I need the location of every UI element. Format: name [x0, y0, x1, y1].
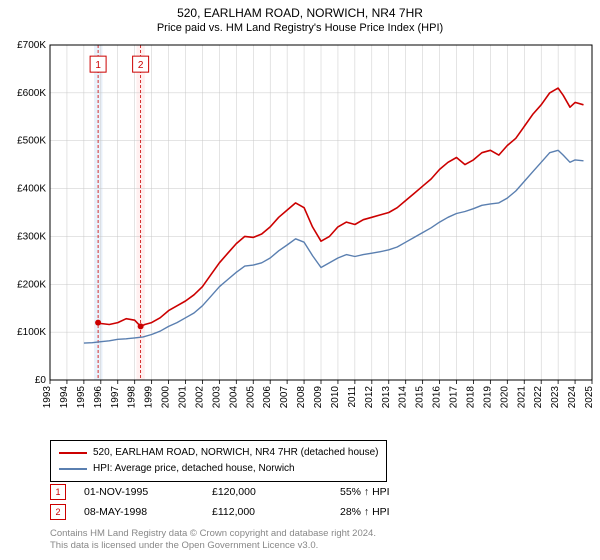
svg-text:2018: 2018 — [465, 386, 476, 409]
footer-line-1: Contains HM Land Registry data © Crown c… — [50, 528, 376, 540]
legend-swatch — [59, 468, 87, 470]
event-price: £112,000 — [212, 506, 322, 518]
chart-svg: 1 2 £0 £100K £200K £300K £400K £500K £600K £700K 1… — [0, 40, 600, 430]
svg-text:2016: 2016 — [432, 386, 443, 409]
svg-text:2005: 2005 — [245, 386, 256, 409]
svg-text:2006: 2006 — [262, 386, 273, 409]
event-row: 1 01-NOV-1995 £120,000 55% ↑ HPI — [50, 484, 450, 500]
svg-text:2024: 2024 — [567, 386, 578, 409]
svg-text:2012: 2012 — [364, 386, 375, 409]
event-date: 08-MAY-1998 — [84, 506, 194, 518]
event-vs-hpi: 28% ↑ HPI — [340, 506, 450, 518]
svg-text:1997: 1997 — [110, 386, 121, 409]
svg-text:1995: 1995 — [76, 386, 87, 409]
svg-text:2000: 2000 — [161, 386, 172, 409]
svg-text:2017: 2017 — [449, 386, 460, 409]
svg-text:1998: 1998 — [127, 386, 138, 409]
chart-container: 520, EARLHAM ROAD, NORWICH, NR4 7HR Pric… — [0, 0, 600, 560]
svg-text:2013: 2013 — [381, 386, 392, 409]
svg-text:2009: 2009 — [313, 386, 324, 409]
svg-text:1996: 1996 — [93, 386, 104, 409]
svg-text:1994: 1994 — [59, 386, 70, 409]
event-marker: 2 — [50, 504, 66, 520]
svg-text:£300K: £300K — [17, 231, 46, 242]
svg-text:2022: 2022 — [533, 386, 544, 409]
event-row: 2 08-MAY-1998 £112,000 28% ↑ HPI — [50, 504, 450, 520]
footer-note: Contains HM Land Registry data © Crown c… — [50, 528, 376, 553]
chart-subtitle: Price paid vs. HM Land Registry's House … — [0, 20, 600, 34]
svg-text:2019: 2019 — [482, 386, 493, 409]
svg-text:1999: 1999 — [144, 386, 155, 409]
event-marker: 1 — [50, 484, 66, 500]
event-table: 1 01-NOV-1995 £120,000 55% ↑ HPI 2 08-MAY-199… — [50, 484, 450, 524]
svg-text:2014: 2014 — [398, 386, 409, 409]
legend-row: 520, EARLHAM ROAD, NORWICH, NR4 7HR (det… — [59, 445, 378, 461]
svg-text:2011: 2011 — [347, 386, 358, 408]
svg-text:2007: 2007 — [279, 386, 290, 409]
legend-row: HPI: Average price, detached house, Norw… — [59, 461, 378, 477]
svg-text:£700K: £700K — [17, 40, 46, 51]
legend-swatch — [59, 452, 87, 454]
event-price: £120,000 — [212, 486, 322, 498]
svg-text:2025: 2025 — [584, 386, 595, 409]
svg-text:2004: 2004 — [228, 386, 239, 409]
svg-text:£100K: £100K — [17, 327, 46, 338]
legend-label: 520, EARLHAM ROAD, NORWICH, NR4 7HR (det… — [93, 445, 378, 461]
svg-text:2020: 2020 — [499, 386, 510, 409]
svg-text:1993: 1993 — [42, 386, 53, 409]
chart-plot-area: 1 2 £0 £100K £200K £300K £400K £500K £600K £700K 1… — [0, 40, 600, 430]
svg-text:2: 2 — [138, 60, 144, 71]
svg-text:2001: 2001 — [178, 386, 189, 409]
svg-text:2008: 2008 — [296, 386, 307, 409]
svg-text:£200K: £200K — [17, 279, 46, 290]
legend: 520, EARLHAM ROAD, NORWICH, NR4 7HR (det… — [50, 440, 387, 482]
svg-text:2023: 2023 — [550, 386, 561, 409]
chart-title: 520, EARLHAM ROAD, NORWICH, NR4 7HR — [0, 0, 600, 20]
svg-text:2003: 2003 — [211, 386, 222, 409]
event-date: 01-NOV-1995 — [84, 486, 194, 498]
svg-text:1: 1 — [95, 60, 101, 71]
svg-text:£500K: £500K — [17, 136, 46, 147]
event-vs-hpi: 55% ↑ HPI — [340, 486, 450, 498]
svg-text:£0: £0 — [35, 375, 47, 386]
svg-text:2021: 2021 — [516, 386, 527, 409]
svg-text:2010: 2010 — [330, 386, 341, 409]
legend-label: HPI: Average price, detached house, Norw… — [93, 461, 295, 477]
footer-line-2: This data is licensed under the Open Gov… — [50, 540, 376, 552]
svg-text:2015: 2015 — [415, 386, 426, 409]
svg-text:2002: 2002 — [194, 386, 205, 409]
svg-text:£400K: £400K — [17, 184, 46, 195]
svg-text:£600K: £600K — [17, 88, 46, 99]
